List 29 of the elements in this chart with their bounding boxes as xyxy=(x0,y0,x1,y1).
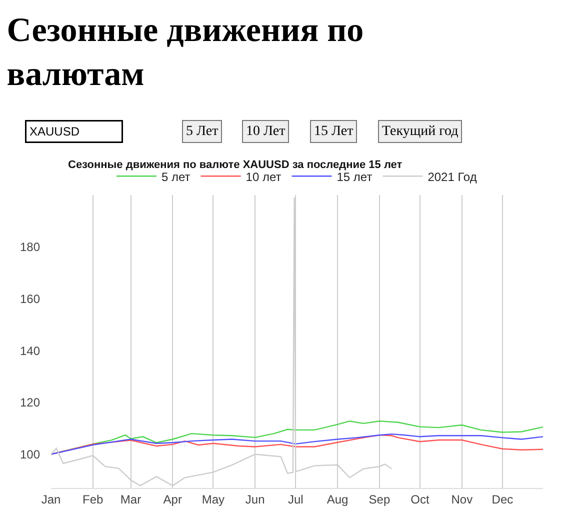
x-tick-label: Dec xyxy=(492,492,514,506)
y-tick-label: 160 xyxy=(20,292,40,306)
text: 5 Лет xyxy=(186,124,218,139)
chart-subtitle: Сезонные движения по валюте XAUUSD за последние 15 лет xyxy=(68,159,403,171)
legend-label: 2021 Год xyxy=(428,170,477,184)
x-tick-label: May xyxy=(202,492,225,506)
text: 10 Лет xyxy=(246,124,286,139)
x-tick-label: Jun xyxy=(245,492,265,506)
x-tick-label: Jan xyxy=(41,492,61,506)
x-tick-label: Oct xyxy=(410,492,430,506)
text: Текущий год xyxy=(382,124,458,139)
x-tick-label: Nov xyxy=(451,492,473,506)
text: 15 Лет xyxy=(314,124,354,139)
x-tick-label: Mar xyxy=(120,492,142,506)
line-series xyxy=(51,196,392,486)
y-tick-label: 140 xyxy=(20,344,40,358)
legend-label: 5 лет xyxy=(162,170,191,184)
text: XAUUSD xyxy=(30,124,80,138)
legend-label: 15 лет xyxy=(336,170,373,184)
x-tick-label: Feb xyxy=(82,492,104,506)
y-tick-label: 100 xyxy=(20,447,40,462)
x-tick-label: Aug xyxy=(326,492,348,506)
x-tick-label: Apr xyxy=(163,492,182,506)
y-tick-label: 180 xyxy=(20,240,40,254)
x-tick-label: Jul xyxy=(288,492,304,506)
y-tick-label: 120 xyxy=(20,396,40,410)
x-tick-label: Sep xyxy=(368,492,390,506)
chart-title: Сезонные движения по валютам xyxy=(6,12,364,93)
legend-label: 10 лет xyxy=(246,170,282,184)
